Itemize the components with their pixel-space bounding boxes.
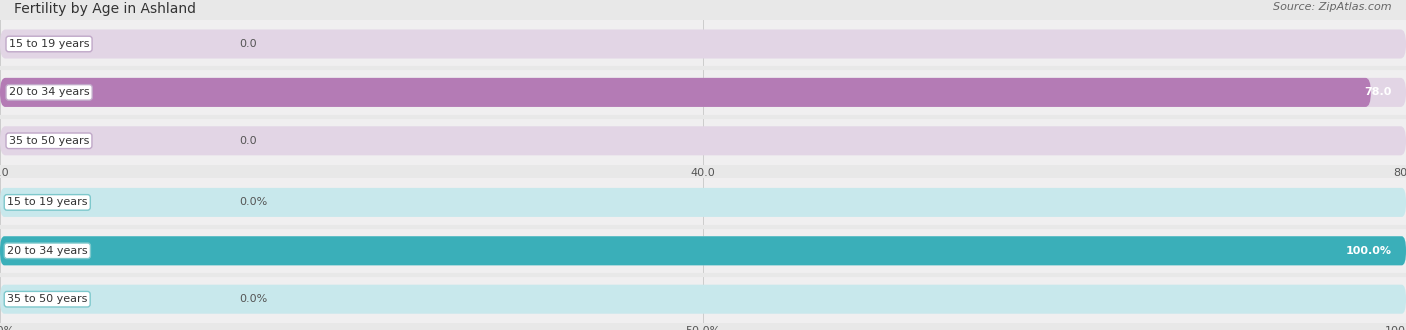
FancyBboxPatch shape (0, 29, 1406, 58)
Text: 35 to 50 years: 35 to 50 years (7, 294, 87, 304)
FancyBboxPatch shape (0, 78, 1371, 107)
Text: 0.0: 0.0 (239, 136, 257, 146)
FancyBboxPatch shape (0, 285, 1406, 314)
FancyBboxPatch shape (0, 236, 1406, 265)
Text: 100.0%: 100.0% (1346, 246, 1392, 256)
FancyBboxPatch shape (0, 236, 1406, 265)
Text: 15 to 19 years: 15 to 19 years (8, 39, 90, 49)
Text: 0.0%: 0.0% (239, 294, 267, 304)
Text: 0.0: 0.0 (239, 39, 257, 49)
FancyBboxPatch shape (0, 78, 1406, 107)
Text: Fertility by Age in Ashland: Fertility by Age in Ashland (14, 2, 195, 16)
Text: 35 to 50 years: 35 to 50 years (8, 136, 89, 146)
Text: Source: ZipAtlas.com: Source: ZipAtlas.com (1274, 2, 1392, 12)
FancyBboxPatch shape (0, 126, 1406, 155)
Text: 78.0: 78.0 (1365, 87, 1392, 97)
Text: 20 to 34 years: 20 to 34 years (8, 87, 90, 97)
Text: 20 to 34 years: 20 to 34 years (7, 246, 87, 256)
FancyBboxPatch shape (0, 188, 1406, 217)
Text: 0.0%: 0.0% (239, 197, 267, 207)
Text: 15 to 19 years: 15 to 19 years (7, 197, 87, 207)
